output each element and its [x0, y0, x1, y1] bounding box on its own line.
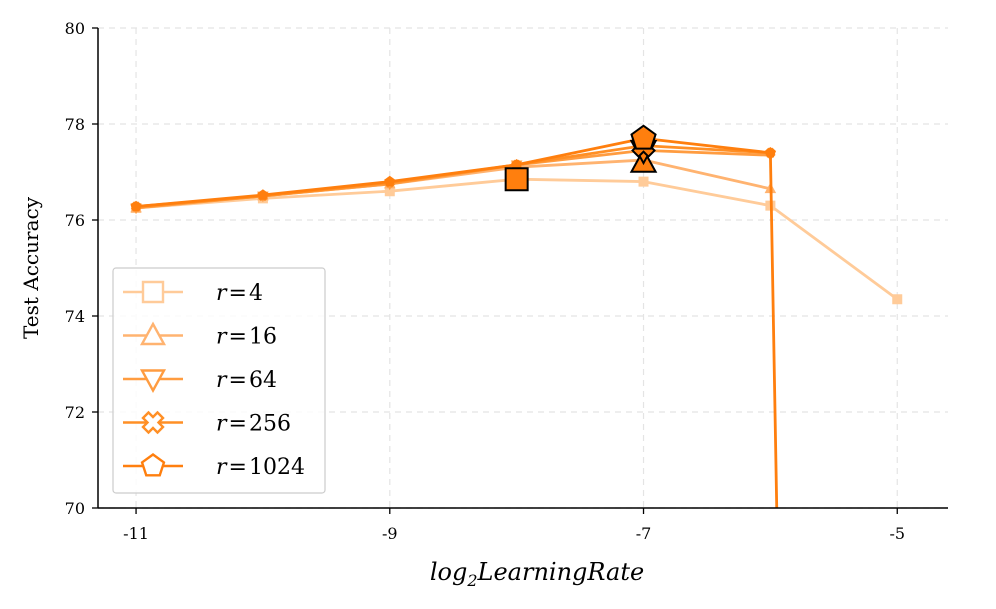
legend-label: r=4: [216, 281, 263, 306]
legend-item: r=16: [123, 321, 277, 350]
highlight-layer: [504, 124, 658, 192]
series-r-64: [130, 146, 777, 215]
grid: [98, 27, 948, 509]
series-r-16: [130, 153, 777, 213]
legend-marker: [139, 321, 167, 346]
legend-item: r=64: [123, 368, 277, 393]
legend-item: r=1024: [123, 453, 305, 480]
legend-marker: [141, 410, 165, 435]
legend-item: r=4: [123, 280, 263, 306]
legend-label: r=64: [216, 368, 277, 393]
data-point: [384, 175, 396, 187]
x-tick-label: -9: [382, 524, 398, 543]
legend-item: r=256: [123, 410, 291, 437]
y-tick-label: 78: [65, 115, 85, 134]
x-tick-label: -11: [123, 524, 149, 543]
data-point: [130, 200, 142, 212]
data-point: [764, 147, 776, 158]
x-tick-label: -5: [889, 524, 905, 543]
legend-label: r=1024: [216, 455, 305, 480]
legend-marker: [139, 369, 167, 393]
highlight-marker: [504, 167, 529, 192]
y-tick-label: 72: [65, 403, 85, 422]
legend-frame: [112, 267, 326, 494]
data-point: [892, 294, 903, 305]
x-axis-label: log2LearningRate: [430, 558, 644, 590]
legend-marker: [140, 453, 166, 477]
y-tick-label: 70: [65, 499, 85, 518]
legend-marker: [141, 280, 165, 304]
highlight-marker: [630, 124, 657, 150]
ticks: -11 -9 -7 -5 70 72 74 76 78 80: [65, 19, 905, 543]
x-tick-label: -7: [636, 524, 652, 543]
y-tick-label: 80: [65, 19, 85, 38]
legend-label: r=16: [216, 325, 277, 350]
y-tick-label: 76: [65, 211, 85, 230]
legend: r=4 r=16 r=64 r=256 r=1024: [112, 267, 326, 494]
data-point: [257, 189, 269, 200]
legend-label: r=256: [216, 412, 291, 437]
y-axis-label: Test Accuracy: [19, 196, 43, 339]
data-point: [638, 176, 649, 187]
series-r-1024: [130, 132, 779, 508]
y-tick-label: 74: [65, 307, 85, 326]
axes: [97, 28, 948, 509]
